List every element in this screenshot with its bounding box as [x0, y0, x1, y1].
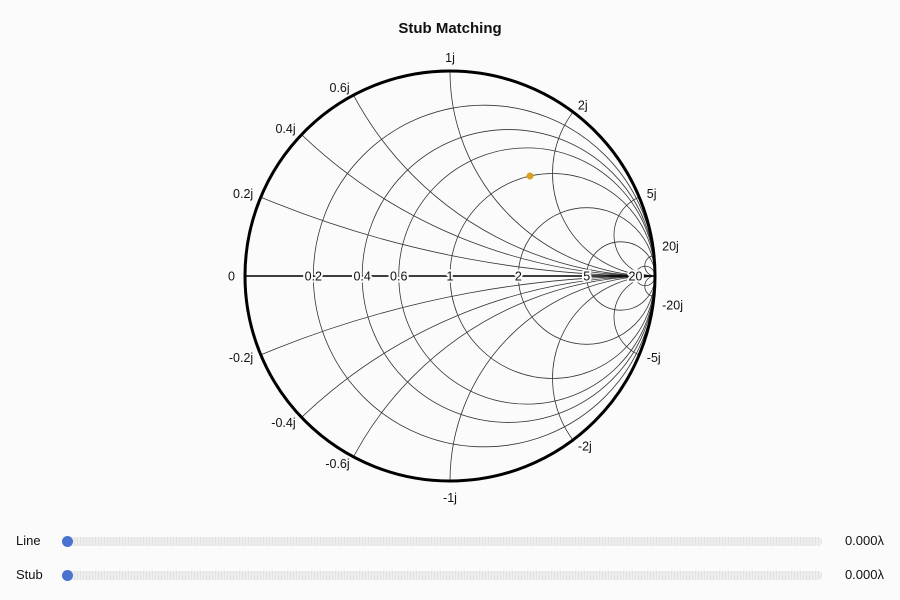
reactance-arc-neg0p2 [245, 275, 655, 481]
reactance-label-5: 5j [647, 187, 657, 201]
line-slider-thumb[interactable] [62, 536, 73, 547]
reactance-label-neg0p6: -0.6j [325, 457, 349, 471]
reactance-arc-neg2 [552, 275, 655, 481]
line-slider-value: 0.000λ [844, 533, 884, 548]
unit-circle [243, 69, 657, 483]
resistance-label-0p2: 0.2 [305, 270, 322, 284]
reactance-label-20: 20j [662, 240, 679, 254]
resistance-label-2: 2 [515, 270, 522, 284]
reactance-label-neg0p2: -0.2j [229, 351, 253, 365]
reactance-arc-neg20 [644, 275, 655, 297]
stub-slider-label: Stub [16, 567, 43, 582]
reactance-label-2: 2j [578, 98, 588, 112]
reactance-label-neg5: -5j [647, 351, 661, 365]
line-slider-row: Line 0.000λ [0, 530, 900, 554]
load-point-marker [526, 172, 534, 180]
resistance-label-5: 5 [583, 270, 590, 284]
resistance-label-0p4: 0.4 [353, 270, 370, 284]
stub-slider-value: 0.000λ [844, 567, 884, 582]
stub-slider-row: Stub 0.000λ [0, 564, 900, 588]
smith-grid [243, 69, 657, 483]
reactance-arc-20 [644, 255, 655, 277]
smith-markers [526, 172, 534, 180]
reactance-label-neg2: -2j [578, 440, 592, 454]
reactance-label-neg0p4: -0.4j [271, 416, 295, 430]
reactance-arc-neg1 [449, 275, 655, 481]
reactance-arc-2 [552, 71, 655, 277]
reactance-arc-neg0p4 [245, 275, 655, 481]
resistance-label-20: 20 [629, 270, 643, 284]
stub-slider-thumb[interactable] [62, 570, 73, 581]
stub-slider-track[interactable] [62, 570, 822, 581]
reactance-arc-neg5 [613, 275, 655, 359]
reactance-arc-neg0p6 [312, 275, 655, 481]
reactance-label-0p6: 0.6j [330, 81, 350, 95]
smith-labels: 0 0.2 0.4 0.6 1 2 5 20 0.2j -0.2j 0.4j -0.4j 0.6j -0.… [228, 51, 683, 505]
reactance-label-neg1: -1j [443, 491, 457, 505]
reactance-arc-0p4 [245, 71, 655, 277]
line-slider-track[interactable] [62, 536, 822, 547]
reactance-arc-5 [613, 193, 655, 277]
resistance-label-0p6: 0.6 [390, 270, 407, 284]
reactance-arc-0p6 [312, 71, 655, 277]
reactance-label-0p2: 0.2j [233, 187, 253, 201]
reactance-label-0p4: 0.4j [275, 122, 295, 136]
smith-chart: Stub Matching 0 0.2 0.4 0.6 1 2 5 20 0.2j -0.2j 0.… [228, 20, 683, 505]
resistance-label-0: 0 [228, 270, 235, 284]
resistance-label-1: 1 [447, 270, 454, 284]
line-slider-label: Line [16, 533, 41, 548]
reactance-label-neg20: -20j [662, 298, 683, 312]
chart-title: Stub Matching [398, 20, 501, 37]
reactance-label-1: 1j [445, 51, 455, 65]
reactance-arc-1 [449, 71, 655, 277]
reactance-arc-0p2 [245, 71, 655, 277]
